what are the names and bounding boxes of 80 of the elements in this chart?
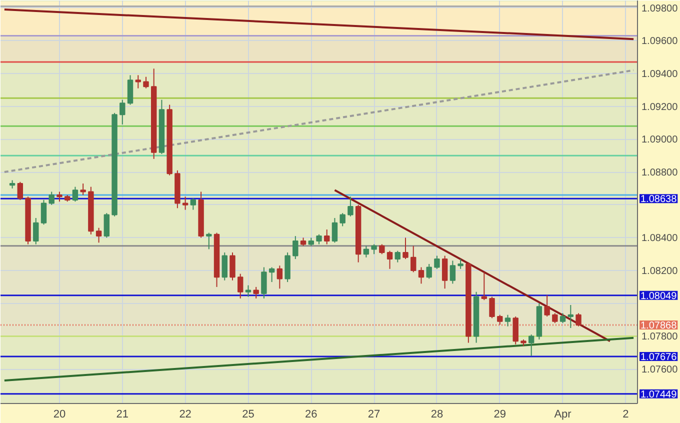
candlestick (418, 266, 424, 284)
candlestick (17, 181, 24, 200)
candlestick (386, 250, 393, 270)
candlestick (284, 252, 290, 283)
candlestick (402, 237, 408, 260)
candlestick (458, 258, 464, 270)
candlestick (434, 255, 440, 270)
ref-line-label: 1.07676 (640, 352, 678, 364)
candlestick (268, 266, 275, 283)
candlestick (96, 227, 102, 244)
y-tick-label: 1.09600 (642, 36, 678, 48)
candlestick (127, 74, 134, 106)
candlestick (292, 236, 298, 260)
candlestick (504, 314, 511, 327)
candlestick (72, 186, 78, 202)
candlestick (497, 314, 503, 326)
candlestick (426, 263, 432, 280)
x-tick-label: 25 (242, 408, 254, 420)
candlestick (206, 232, 212, 250)
y-tick-label: 1.09000 (642, 134, 678, 146)
x-tick-label: 20 (53, 408, 66, 420)
candlestick (104, 212, 110, 238)
ref-line-label: 1.07868 (640, 320, 678, 332)
candlestick (371, 244, 377, 255)
candlestick (261, 266, 267, 299)
candlestick (316, 234, 322, 245)
y-tick-label: 1.07600 (642, 364, 678, 376)
y-tick-label: 1.09400 (642, 69, 678, 80)
candlestick (576, 312, 582, 327)
candlestick (544, 294, 550, 317)
y-tick-label: 1.09800 (642, 3, 678, 14)
candlestick (135, 74, 141, 89)
candlestick (442, 255, 448, 290)
candlestick (245, 284, 252, 298)
candlestick (143, 76, 149, 89)
x-tick-label: Apr (554, 408, 572, 420)
x-tick-label: 22 (179, 408, 192, 420)
candlestick (56, 191, 62, 202)
candlestick (394, 250, 400, 263)
candlestick (182, 196, 188, 210)
candlestick (450, 260, 456, 284)
x-tick-label: 27 (368, 408, 380, 420)
candlestick (230, 252, 236, 281)
candlestick (512, 316, 518, 345)
x-tick-label: 28 (430, 408, 444, 420)
candlestick (568, 304, 574, 328)
y-tick-label: 1.07800 (642, 332, 678, 343)
candlestick (222, 252, 228, 281)
candlestick (324, 228, 330, 245)
candlestick (481, 272, 488, 301)
ref-line-label: 1.08049 (640, 290, 678, 302)
ref-line-label: 1.07449 (640, 389, 678, 400)
ref-line-label: 1.08638 (640, 194, 678, 206)
candlestick (40, 199, 47, 226)
x-tick-label: 21 (116, 408, 129, 420)
candlestick (253, 286, 259, 299)
candlestick (379, 244, 385, 255)
candlestick (238, 273, 244, 299)
candlestick (190, 198, 196, 210)
y-tick-label: 1.08800 (642, 168, 678, 179)
candlestick (33, 218, 39, 245)
candlestick (332, 218, 338, 244)
candlestick (48, 191, 54, 206)
y-tick-label: 1.09200 (642, 102, 678, 113)
x-tick-label: 2 (622, 408, 629, 420)
candlestick (276, 265, 283, 290)
x-tick-label: 29 (494, 408, 506, 420)
candlestick (528, 334, 534, 356)
candlestick (120, 99, 126, 125)
x-tick-label: 26 (305, 408, 318, 420)
candlestick (80, 183, 86, 196)
candlestick (348, 196, 354, 217)
y-tick-label: 1.08200 (642, 266, 678, 278)
candlestick (363, 245, 370, 258)
candlestick (340, 212, 346, 227)
candlestick (489, 296, 495, 319)
y-tick-label: 1.08400 (642, 233, 678, 244)
candlestick (560, 312, 566, 324)
candlestick (410, 245, 416, 273)
candlestick (552, 312, 558, 324)
